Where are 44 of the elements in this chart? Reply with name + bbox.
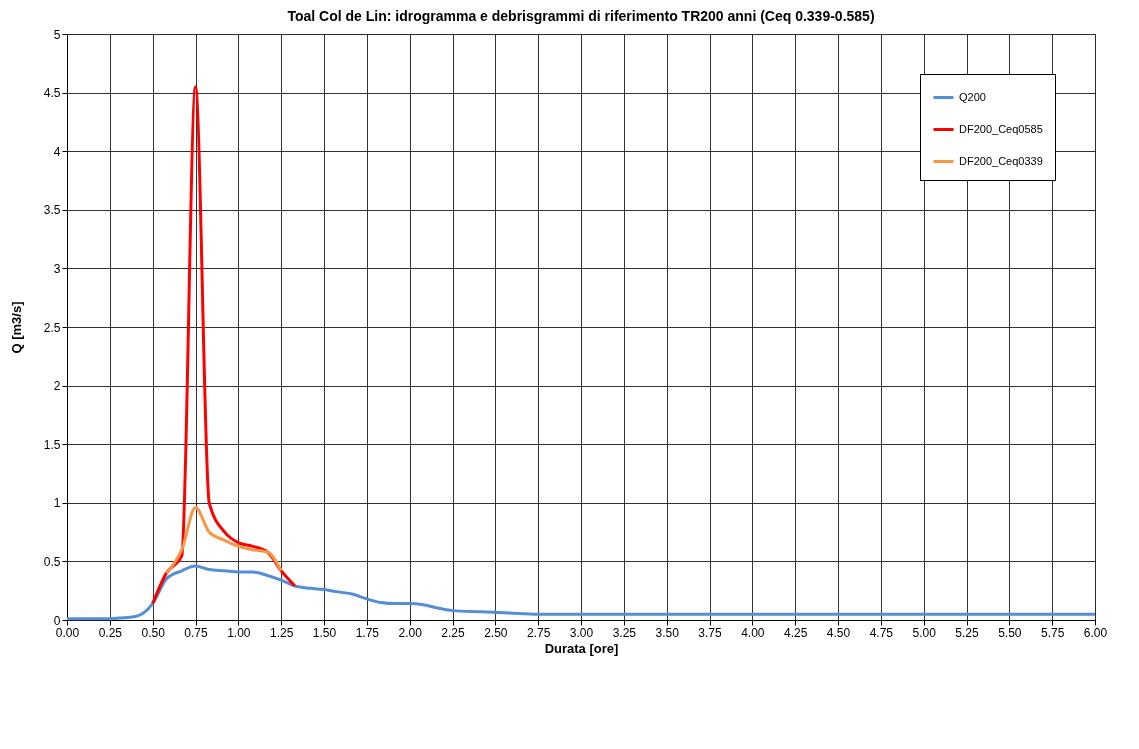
y-tick-label: 5	[53, 27, 61, 42]
y-tick-label: 1.5	[43, 437, 61, 452]
x-tick-label: 4.25	[783, 625, 808, 640]
x-tick-label: 1.25	[269, 625, 294, 640]
legend-label: DF200_Ceq0585	[959, 122, 1043, 135]
x-tick-label: 5.00	[912, 625, 937, 640]
x-tick-label: 3.25	[612, 625, 637, 640]
x-tick-label: 5.75	[1040, 625, 1065, 640]
x-tick-label: 6.00	[1083, 625, 1108, 640]
y-tick-label: 4	[53, 144, 61, 159]
x-tick-label: 1.00	[227, 625, 251, 640]
y-axis-title: Q [m3/s]	[8, 301, 24, 354]
y-tick-label: 3	[53, 261, 61, 276]
x-tick-label: 5.25	[955, 625, 979, 640]
y-tick-label: 0	[53, 613, 61, 628]
y-tick-label: 0.5	[43, 554, 61, 569]
y-tick-label: 1	[53, 496, 61, 511]
x-tick-label: 0.75	[184, 625, 208, 640]
x-tick-label: 3.75	[698, 625, 722, 640]
chart-title: Toal Col de Lin: idrogramma e debrisgrammi di riferimento TR200 anni (Ceq 0.339-0.585)	[287, 8, 875, 24]
x-tick-label: 5.50	[998, 625, 1022, 640]
x-tick-label: 2.75	[526, 625, 551, 640]
x-tick-label: 1.75	[355, 625, 380, 640]
x-tick-label: 4.50	[826, 625, 851, 640]
legend-label: Q200	[959, 90, 986, 103]
x-tick-label: 2.50	[484, 625, 508, 640]
y-tick-label: 2	[53, 379, 61, 394]
x-tick-label: 0.00	[55, 625, 80, 640]
x-tick-label: 1.50	[312, 625, 337, 640]
x-tick-label: 3.00	[569, 625, 594, 640]
x-tick-label: 0.25	[98, 625, 123, 640]
x-tick-label: 2.25	[441, 625, 465, 640]
x-tick-label: 3.50	[655, 625, 680, 640]
x-axis-title: Durata [ore]	[544, 640, 619, 656]
y-tick-label: 3.5	[43, 203, 61, 218]
line-series	[151, 85, 297, 606]
y-tick-label: 4.5	[43, 86, 61, 101]
legend-label: DF200_Ceq0339	[959, 154, 1043, 167]
x-tick-label: 4.75	[869, 625, 894, 640]
y-tick-label: 2.5	[43, 320, 61, 335]
x-tick-label: 0.50	[141, 625, 166, 640]
x-tick-label: 2.00	[398, 625, 423, 640]
line-series	[164, 505, 283, 575]
x-tick-label: 4.00	[741, 625, 765, 640]
